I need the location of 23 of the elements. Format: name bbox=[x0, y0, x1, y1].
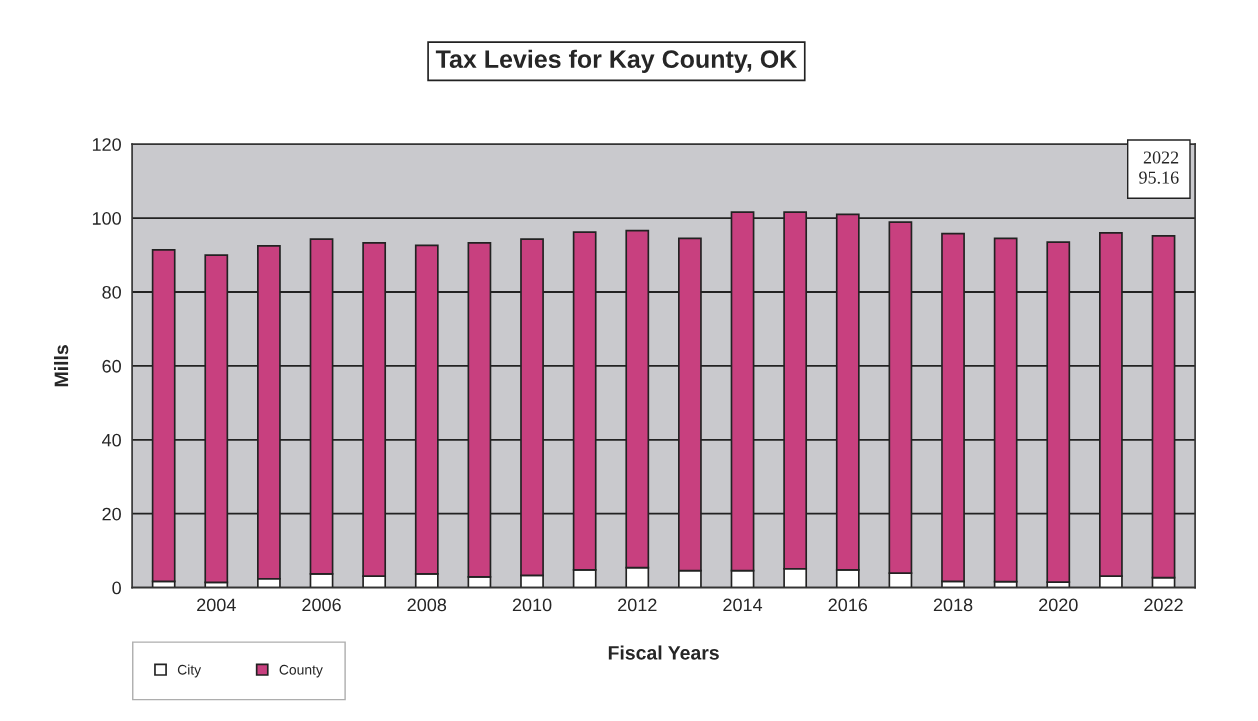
legend-label: City bbox=[177, 664, 202, 678]
annotation: 2022 95.16 bbox=[1139, 151, 1179, 184]
x-axis-title: Fiscal Years bbox=[608, 645, 719, 660]
chart-title: Tax Levies for Kay County, OK bbox=[435, 49, 798, 73]
y-tick-label: 100 bbox=[92, 212, 121, 225]
x-tick-label: 2022 bbox=[1144, 598, 1183, 612]
x-tick-label: 2004 bbox=[197, 598, 236, 612]
x-tick-label: 2016 bbox=[828, 598, 868, 612]
x-tick-label: 2010 bbox=[512, 598, 552, 612]
y-tick-label: 60 bbox=[102, 359, 121, 373]
x-tick-label: 2006 bbox=[302, 598, 341, 612]
y-tick-label: 20 bbox=[102, 507, 121, 521]
x-tick-label: 2018 bbox=[933, 598, 973, 612]
x-tick-label: 2008 bbox=[407, 598, 447, 612]
y-axis-title: Mills bbox=[53, 345, 69, 387]
x-tick-label: 2012 bbox=[618, 598, 657, 612]
y-tick-label: 40 bbox=[102, 433, 121, 447]
y-tick-label: 120 bbox=[92, 138, 121, 151]
y-tick-label: 0 bbox=[112, 581, 121, 595]
x-tick-label: 2020 bbox=[1039, 598, 1078, 612]
y-tick-label: 80 bbox=[102, 285, 121, 299]
legend-label: County bbox=[279, 664, 323, 678]
x-tick-label: 2014 bbox=[723, 598, 763, 612]
